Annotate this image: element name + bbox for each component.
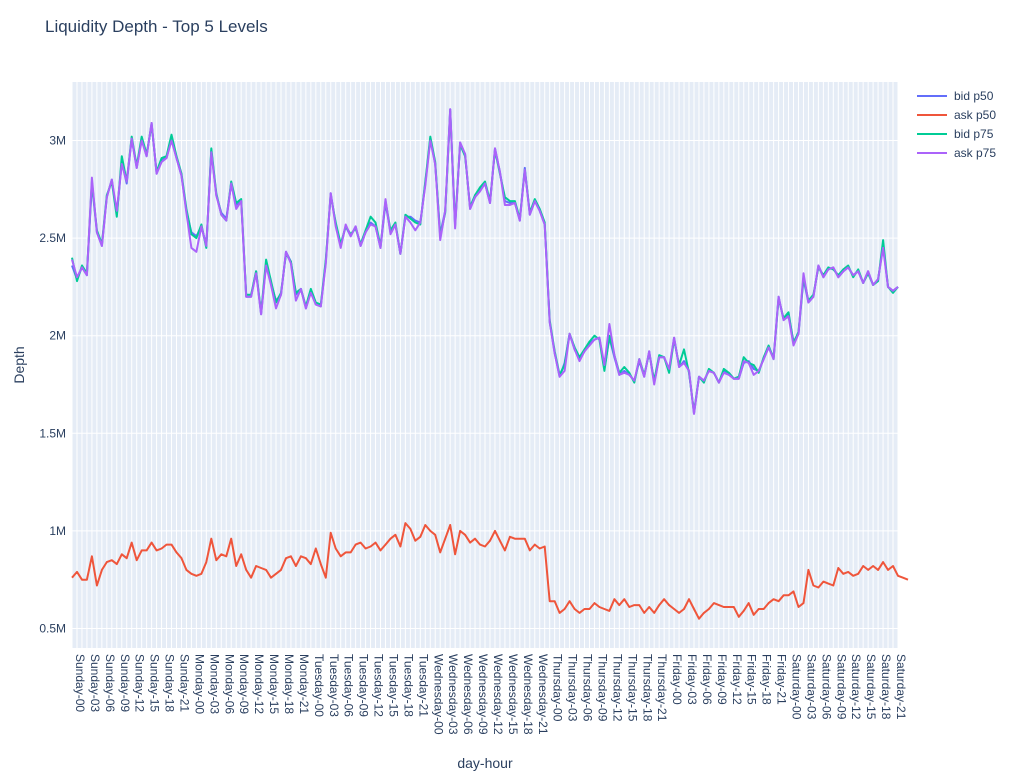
- x-tick-label: Saturday-06: [819, 654, 833, 720]
- x-tick-label: Thursday-00: [551, 654, 565, 722]
- x-tick-label: Saturday-09: [834, 654, 848, 720]
- x-tick-labels: Sunday-00 Sunday-03 Sunday-06 Sunday-09 Sund…: [73, 654, 908, 735]
- legend-item[interactable]: ask p50: [917, 108, 996, 122]
- x-tick-label: Monday-03: [207, 654, 221, 714]
- x-tick-label: Sunday-18: [163, 654, 177, 712]
- series-line-1: [71, 522, 909, 620]
- x-tick-label: Tuesday-09: [357, 654, 371, 717]
- y-tick-label: 0.5M: [39, 621, 66, 635]
- x-tick-label: Monday-15: [267, 654, 281, 714]
- x-tick-label: Monday-18: [282, 654, 296, 714]
- x-tick-label: Thursday-03: [566, 654, 580, 722]
- x-tick-label: Monday-21: [297, 654, 311, 714]
- series-layer: [71, 108, 909, 620]
- series-line-3: [71, 108, 899, 415]
- x-tick-label: Sunday-12: [133, 654, 147, 712]
- x-tick-label: Monday-09: [237, 654, 251, 714]
- x-tick-label: Saturday-21: [894, 654, 908, 720]
- x-tick-label: Sunday-21: [177, 654, 191, 712]
- x-tick-label: Wednesday-00: [431, 654, 445, 735]
- y-tick-label: 2.5M: [39, 231, 66, 245]
- x-tick-label: Tuesday-15: [386, 654, 400, 717]
- y-axis-title: Depth: [11, 346, 27, 383]
- y-gridlines: [72, 140, 898, 629]
- x-tick-label: Tuesday-00: [312, 654, 326, 717]
- chart-title: Liquidity Depth - Top 5 Levels: [45, 17, 268, 36]
- x-tick-label: Friday-21: [775, 654, 789, 705]
- x-tick-label: Saturday-00: [790, 654, 804, 720]
- legend[interactable]: bid p50 ask p50 bid p75 ask p75: [917, 89, 996, 160]
- x-tick-label: Tuesday-03: [327, 654, 341, 717]
- x-tick-label: Thursday-09: [595, 654, 609, 722]
- x-tick-label: Saturday-03: [804, 654, 818, 720]
- x-tick-label: Thursday-06: [581, 654, 595, 722]
- x-tick-label: Tuesday-06: [342, 654, 356, 717]
- x-tick-label: Monday-00: [192, 654, 206, 714]
- legend-label: ask p75: [954, 146, 996, 160]
- legend-label: ask p50: [954, 108, 996, 122]
- legend-item[interactable]: bid p50: [917, 89, 994, 103]
- legend-item[interactable]: bid p75: [917, 127, 994, 141]
- x-tick-label: Wednesday-09: [476, 654, 490, 735]
- x-tick-label: Friday-15: [745, 654, 759, 705]
- x-tick-label: Tuesday-18: [401, 654, 415, 717]
- x-tick-label: Thursday-12: [610, 654, 624, 722]
- x-tick-label: Wednesday-15: [506, 654, 520, 735]
- y-tick-label: 1.5M: [39, 426, 66, 440]
- x-tick-label: Sunday-00: [73, 654, 87, 712]
- x-tick-label: Sunday-03: [88, 654, 102, 712]
- legend-label: bid p75: [954, 127, 994, 141]
- x-tick-label: Friday-03: [685, 654, 699, 705]
- x-tick-label: Wednesday-18: [521, 654, 535, 735]
- x-tick-label: Thursday-15: [625, 654, 639, 722]
- x-tick-label: Friday-12: [730, 654, 744, 705]
- x-tick-label: Tuesday-21: [416, 654, 430, 717]
- x-tick-label: Saturday-15: [864, 654, 878, 720]
- x-tick-label: Sunday-09: [118, 654, 132, 712]
- x-tick-label: Saturday-18: [879, 654, 893, 720]
- x-gridlines: [71, 82, 899, 648]
- x-tick-label: Wednesday-03: [446, 654, 460, 735]
- y-tick-labels: 0.5M 1M 1.5M 2M 2.5M 3M: [39, 134, 66, 636]
- x-tick-label: Wednesday-12: [491, 654, 505, 735]
- x-tick-label: Sunday-06: [103, 654, 117, 712]
- x-tick-label: Monday-12: [252, 654, 266, 714]
- x-tick-label: Monday-06: [222, 654, 236, 714]
- x-tick-label: Thursday-21: [655, 654, 669, 722]
- x-tick-label: Friday-06: [700, 654, 714, 705]
- x-tick-label: Friday-18: [760, 654, 774, 705]
- x-tick-label: Wednesday-06: [461, 654, 475, 735]
- x-tick-label: Friday-09: [715, 654, 729, 705]
- y-tick-label: 3M: [49, 134, 66, 148]
- x-tick-label: Tuesday-12: [372, 654, 386, 717]
- y-tick-label: 1M: [49, 524, 66, 538]
- y-tick-label: 2M: [49, 329, 66, 343]
- legend-item[interactable]: ask p75: [917, 146, 996, 160]
- x-tick-label: Thursday-18: [640, 654, 654, 722]
- x-tick-label: Saturday-12: [849, 654, 863, 720]
- x-tick-label: Sunday-15: [148, 654, 162, 712]
- x-tick-label: Friday-00: [670, 654, 684, 705]
- x-axis-title: day-hour: [457, 755, 513, 771]
- legend-label: bid p50: [954, 89, 994, 103]
- x-tick-label: Wednesday-21: [536, 654, 550, 735]
